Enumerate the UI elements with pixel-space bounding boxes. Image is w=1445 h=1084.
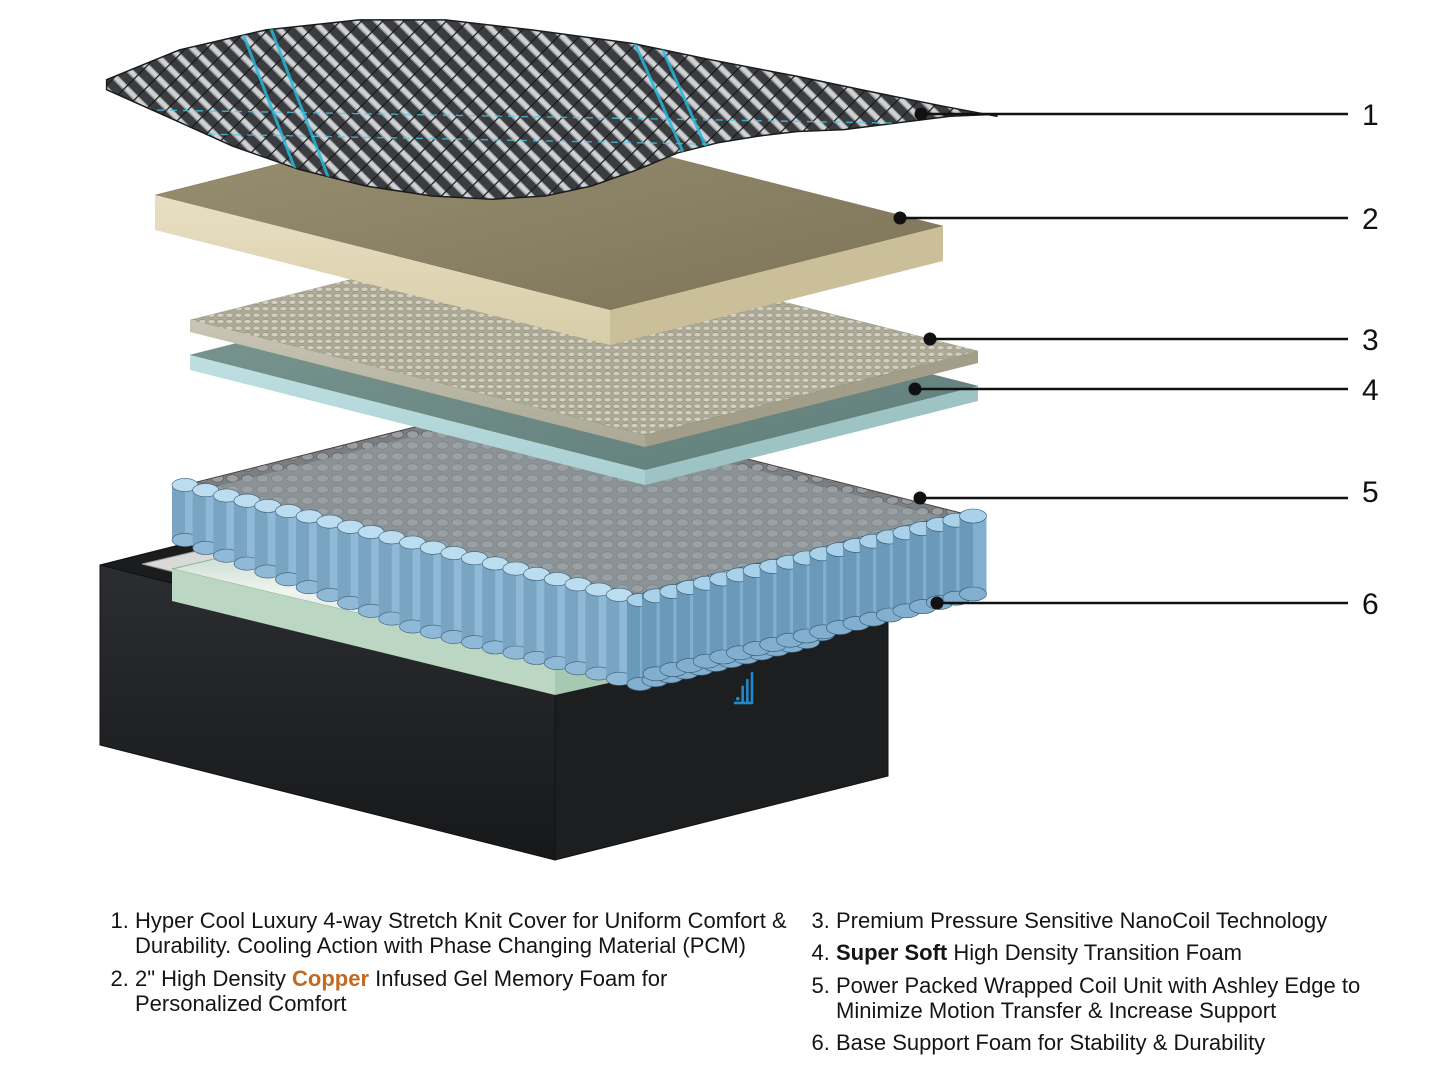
svg-text:2: 2: [1362, 203, 1379, 236]
svg-text:1: 1: [1362, 99, 1379, 132]
svg-text:5: 5: [1362, 476, 1379, 509]
svg-text:3: 3: [1362, 324, 1379, 357]
svg-text:6: 6: [1362, 588, 1379, 621]
svg-text:4: 4: [1362, 374, 1379, 407]
